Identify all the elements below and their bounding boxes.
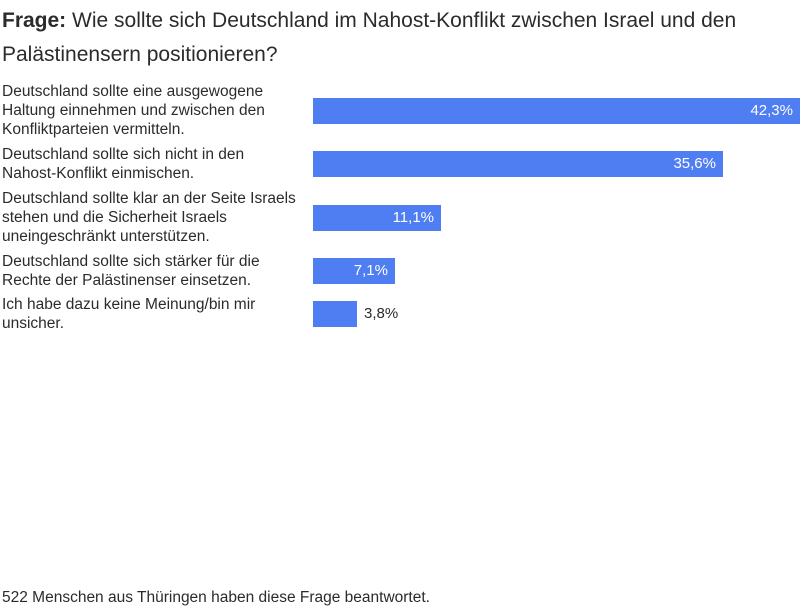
- value-label: 42,3%: [750, 102, 793, 119]
- bar: [313, 98, 800, 124]
- value-label: 11,1%: [392, 209, 434, 226]
- value-label: 7,1%: [353, 262, 388, 279]
- category-label: Deutschland sollte klar an der Seite Isr…: [2, 190, 296, 245]
- category-label: Deutschland sollte sich nicht in den Nah…: [2, 146, 245, 182]
- footer-note: 522 Menschen aus Thüringen haben diese F…: [2, 589, 430, 606]
- value-label: 35,6%: [673, 155, 716, 172]
- bar: [313, 151, 723, 177]
- bar: [313, 301, 357, 327]
- bar: [313, 258, 395, 284]
- bar: [313, 205, 441, 231]
- title-prefix: Frage:: [2, 9, 67, 32]
- value-label: 3,8%: [364, 305, 399, 322]
- category-label: Ich habe dazu keine Meinung/bin mir unsi…: [2, 296, 256, 332]
- category-label: Deutschland sollte eine ausgewogene Halt…: [2, 83, 265, 138]
- chart-title: Frage: Wie sollte sich Deutschland im Na…: [2, 4, 798, 72]
- category-label: Deutschland sollte sich stärker für die …: [2, 253, 260, 289]
- title-text: Wie sollte sich Deutschland im Nahost-Ko…: [2, 9, 737, 66]
